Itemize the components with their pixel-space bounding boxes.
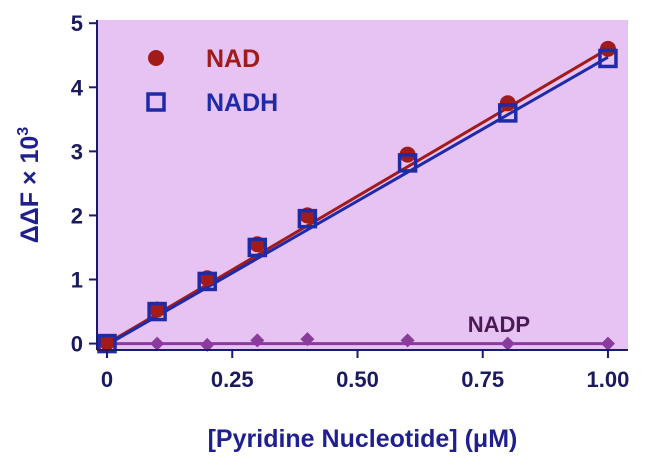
series-label-nadp: NADP bbox=[468, 312, 530, 337]
y-axis-title: ΔΔF × 103 bbox=[15, 127, 44, 244]
x-tick-label: 0.50 bbox=[336, 367, 379, 392]
x-tick-label: 0.75 bbox=[461, 367, 504, 392]
y-tick-label: 2 bbox=[71, 203, 83, 228]
y-tick-label: 0 bbox=[71, 332, 83, 357]
series-labels: NADP bbox=[468, 312, 530, 337]
y-tick-label: 5 bbox=[71, 11, 83, 36]
nad-point bbox=[149, 301, 166, 318]
legend: NAD NADH bbox=[146, 45, 278, 117]
nad-point bbox=[99, 334, 116, 351]
nadp-point bbox=[500, 336, 515, 351]
nadh-point bbox=[397, 153, 418, 173]
x-tick-label: 0.25 bbox=[211, 367, 254, 392]
nadp-point bbox=[150, 336, 165, 351]
nadp-point bbox=[250, 333, 265, 348]
fit-line-nad bbox=[106, 47, 609, 345]
nadp-point bbox=[600, 336, 615, 351]
plot-background bbox=[97, 20, 628, 350]
nadh-point bbox=[147, 301, 167, 322]
nadh-point bbox=[197, 271, 217, 292]
nadh-point bbox=[297, 208, 318, 229]
fit-lines bbox=[106, 47, 609, 347]
fit-line-nadh bbox=[106, 55, 609, 347]
axes bbox=[89, 20, 628, 358]
x-tick-label: 0 bbox=[101, 367, 113, 392]
y-tick-label: 4 bbox=[71, 75, 84, 100]
legend-marker-nad bbox=[148, 50, 164, 66]
y-tick-label: 3 bbox=[71, 139, 83, 164]
nadp-point bbox=[200, 337, 215, 352]
nadh-point bbox=[598, 48, 618, 69]
legend-label-nad: NAD bbox=[206, 45, 260, 73]
x-tick-label: 1.00 bbox=[587, 367, 630, 392]
y-axis-title-superscript: 3 bbox=[15, 127, 32, 136]
tick-labels: 0 1 2 3 4 5 0 0.25 0.50 0.75 1.00 bbox=[71, 11, 630, 392]
legend-label-nadh: NADH bbox=[206, 89, 278, 117]
nadp-point bbox=[400, 333, 415, 348]
nadh-point bbox=[498, 103, 518, 123]
legend-marker-nadh bbox=[146, 92, 166, 112]
data-markers bbox=[97, 40, 618, 354]
x-axis-title: [Pyridine Nucleotide] (μM) bbox=[208, 425, 518, 453]
y-tick-label: 1 bbox=[71, 268, 83, 293]
nadh-point bbox=[247, 237, 268, 258]
nadp-point bbox=[300, 332, 315, 347]
y-axis-title-main: ΔΔF × 10 bbox=[16, 136, 44, 244]
